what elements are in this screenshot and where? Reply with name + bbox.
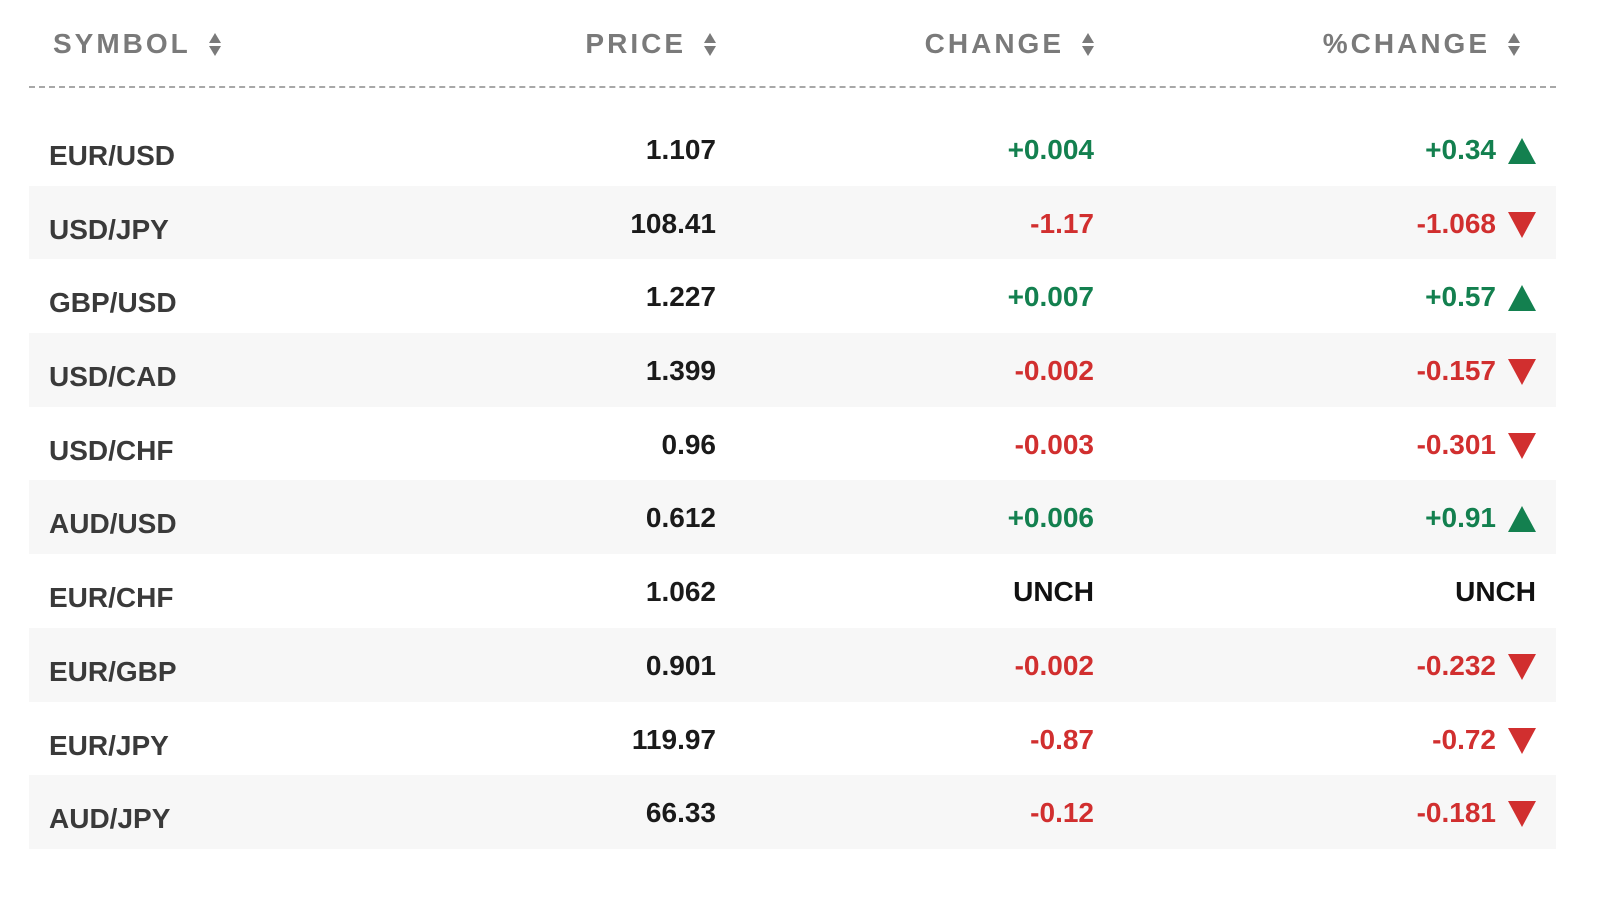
table-row[interactable]: AUD/USD 0.612 +0.006 +0.91	[29, 480, 1556, 555]
sort-arrows-icon	[1082, 32, 1094, 56]
triangle-down-icon	[1508, 653, 1536, 680]
change-value: -0.12	[1030, 797, 1094, 829]
table-row[interactable]: EUR/GBP 0.901 -0.002 -0.232	[29, 627, 1556, 702]
pct-change-value: -0.301	[1416, 428, 1496, 460]
table-row[interactable]: AUD/JPY 66.33 -0.12 -0.181	[29, 775, 1556, 849]
change-value: -0.003	[1014, 428, 1094, 460]
table-row[interactable]: EUR/CHF 1.062 UNCH UNCH	[29, 554, 1556, 628]
triangle-down-icon	[1508, 211, 1536, 238]
price-value: 1.062	[645, 576, 716, 608]
price-value: 119.97	[631, 723, 716, 755]
change-value: +0.006	[1007, 502, 1094, 534]
table-row[interactable]: USD/CHF 0.96 -0.003 -0.301	[29, 407, 1556, 481]
symbol-link[interactable]: EUR/GBP	[49, 655, 177, 687]
sort-arrows-icon	[704, 32, 716, 56]
pct-change-value: -0.72	[1432, 723, 1496, 755]
change-value: -0.002	[1014, 355, 1094, 387]
change-value: +0.004	[1007, 134, 1094, 165]
sort-arrows-icon	[208, 32, 221, 56]
triangle-up-icon	[1508, 285, 1536, 312]
table-row[interactable]: GBP/USD 1.227 +0.007 +0.57	[29, 259, 1556, 333]
pct-change-value: UNCH	[1455, 576, 1536, 608]
symbol-link[interactable]: USD/CAD	[49, 361, 177, 393]
symbol-link[interactable]: USD/CHF	[49, 434, 174, 466]
triangle-down-icon	[1508, 727, 1536, 754]
symbol-link[interactable]: USD/JPY	[49, 213, 169, 245]
column-header-price[interactable]: PRICE	[585, 26, 716, 62]
table-row[interactable]: EUR/USD 1.107 +0.004 +0.34	[29, 112, 1556, 186]
change-value: -0.002	[1014, 649, 1094, 681]
triangle-up-icon	[1508, 138, 1536, 164]
triangle-down-icon	[1508, 432, 1536, 459]
column-header-change[interactable]: CHANGE	[925, 26, 1094, 62]
column-header-price-label: PRICE	[585, 28, 686, 59]
pct-change-value: -0.181	[1416, 797, 1496, 829]
table-header: SYMBOL PRICE CHANGE %CHANGE	[29, 0, 1556, 88]
symbol-link[interactable]: AUD/JPY	[49, 803, 171, 835]
pct-change-value: +0.34	[1425, 134, 1496, 165]
pct-change-value: +0.91	[1425, 502, 1496, 534]
table-row[interactable]: USD/JPY 108.41 -1.17 -1.068	[29, 185, 1556, 260]
price-value: 0.96	[661, 428, 717, 460]
sort-arrows-icon	[1508, 32, 1520, 56]
symbol-link[interactable]: EUR/USD	[49, 140, 176, 171]
price-value: 0.901	[645, 649, 716, 681]
column-header-symbol-label: SYMBOL	[53, 28, 191, 59]
column-header-symbol[interactable]: SYMBOL	[53, 26, 221, 62]
triangle-down-icon	[1508, 801, 1536, 828]
pct-change-value: -0.232	[1416, 649, 1496, 681]
triangle-up-icon	[1508, 506, 1536, 533]
forex-quotes-table: SYMBOL PRICE CHANGE %CHANGE EUR/USD 1.107…	[29, 0, 1556, 849]
price-value: 108.41	[630, 207, 716, 239]
symbol-link[interactable]: EUR/JPY	[49, 729, 169, 761]
column-header-change-label: CHANGE	[924, 28, 1064, 59]
symbol-link[interactable]: GBP/USD	[49, 287, 177, 319]
price-value: 1.399	[645, 355, 716, 387]
symbol-link[interactable]: AUD/USD	[49, 508, 177, 540]
change-value: -1.17	[1030, 207, 1094, 239]
change-value: -0.87	[1030, 723, 1094, 755]
price-value: 1.107	[645, 134, 716, 165]
pct-change-value: +0.57	[1425, 281, 1496, 313]
column-header-pct-change[interactable]: %CHANGE	[1323, 26, 1520, 62]
symbol-link[interactable]: EUR/CHF	[49, 582, 174, 614]
price-value: 0.612	[645, 502, 716, 534]
change-value: +0.007	[1007, 281, 1094, 313]
change-value: UNCH	[1013, 576, 1094, 608]
price-value: 1.227	[645, 281, 716, 313]
pct-change-value: -0.157	[1416, 355, 1496, 387]
price-value: 66.33	[645, 797, 716, 829]
table-row[interactable]: EUR/JPY 119.97 -0.87 -0.72	[29, 702, 1556, 776]
pct-change-value: -1.068	[1416, 207, 1496, 239]
table-body: EUR/USD 1.107 +0.004 +0.34 USD/JPY 108.41 -1.1…	[29, 112, 1556, 849]
triangle-down-icon	[1508, 359, 1536, 386]
table-row[interactable]: USD/CAD 1.399 -0.002 -0.157	[29, 333, 1556, 407]
column-header-pct-change-label: %CHANGE	[1322, 28, 1490, 59]
